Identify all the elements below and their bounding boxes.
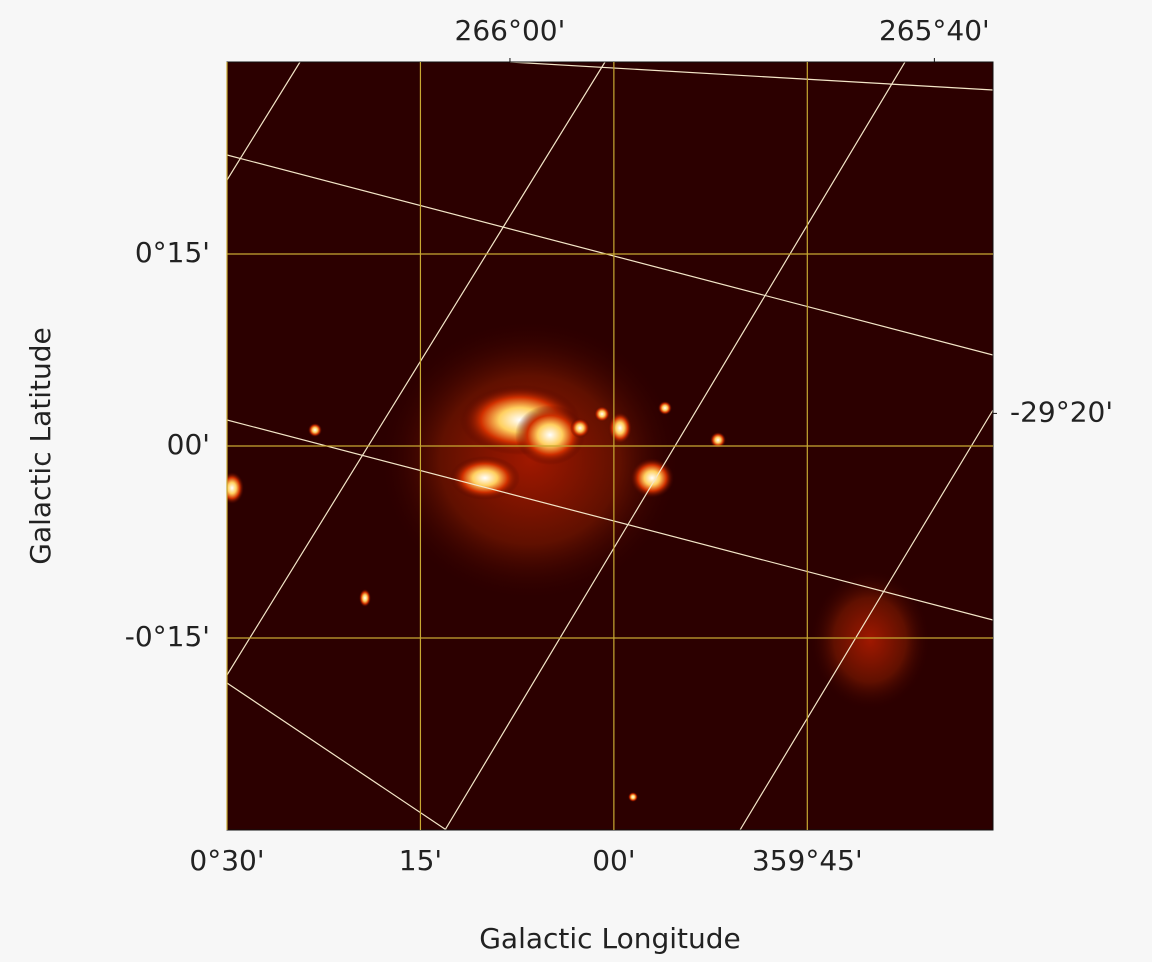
- image: [220, 62, 993, 962]
- page: Galactic Longitude Galactic Latitude 0°3…: [0, 0, 1152, 962]
- emission: [810, 570, 930, 710]
- emission: [570, 418, 590, 438]
- y-tick-label: 0°15': [135, 236, 210, 269]
- y-tick-label: -0°15': [125, 620, 210, 653]
- y2-tick-label: -29°20': [1010, 395, 1113, 428]
- x2-tick-label: 266°00': [455, 14, 566, 47]
- emission: [628, 792, 638, 802]
- x-axis-label: Galactic Longitude: [479, 922, 741, 955]
- x2-tick-label: 265°40': [879, 14, 990, 47]
- x-tick-label: 0°30': [189, 844, 264, 877]
- emission: [380, 320, 680, 600]
- emission: [658, 401, 672, 415]
- y-tick-label: 00': [167, 428, 210, 461]
- emission: [308, 423, 322, 437]
- x-tick-label: 00': [592, 844, 635, 877]
- emission: [594, 406, 610, 422]
- emission: [359, 589, 371, 607]
- y-axis-label: Galactic Latitude: [24, 327, 57, 564]
- chart: Galactic Longitude Galactic Latitude 0°3…: [0, 0, 1152, 962]
- emission: [220, 472, 244, 504]
- emission: [630, 458, 674, 498]
- emission: [608, 412, 632, 444]
- x-tick-label: 15': [399, 844, 442, 877]
- x-tick-label: 359°45': [752, 844, 863, 877]
